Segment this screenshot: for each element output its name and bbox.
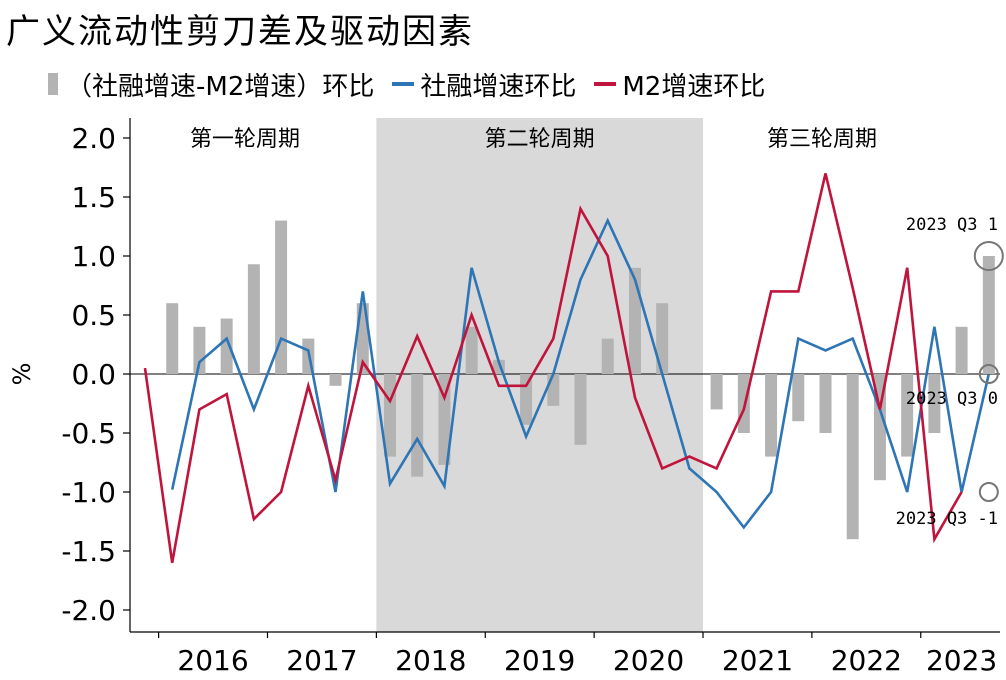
bar-2016Q1 [166, 303, 179, 374]
annotation-marker [973, 241, 1004, 271]
legend-item-line2: M2增速环比 [594, 66, 765, 103]
bar-2018Q3 [438, 374, 451, 465]
bar-2017Q3 [329, 374, 342, 386]
legend-swatch-line1 [392, 82, 415, 86]
annotation-label: 2023 Q3 -1 [896, 509, 998, 529]
bar-2018Q4 [465, 326, 478, 374]
x-tick-label: 2017 [286, 644, 357, 677]
legend-item-line1: 社融增速环比 [392, 66, 576, 103]
bar-2020Q1 [601, 338, 614, 374]
series-line-m2 [143, 173, 963, 564]
legend-label-line2: M2增速环比 [622, 71, 766, 102]
bar-2020Q3 [656, 303, 669, 374]
bar-2021Q4 [792, 374, 805, 422]
bar-2016Q4 [247, 264, 260, 374]
y-tick-label: 0.5 [71, 299, 116, 332]
annotation-label: 2023 Q3 1 [906, 215, 998, 235]
legend-swatch-line2 [594, 82, 617, 86]
bar-2019Q4 [574, 374, 587, 445]
bar-2019Q3 [547, 374, 560, 406]
y-axis-label: % [8, 363, 36, 386]
legend-label-bar: （社融增速-M2增速）环比 [66, 71, 375, 102]
y-tick-label: -1.5 [61, 535, 116, 568]
legend-label-line1: 社融增速环比 [420, 71, 577, 102]
bar-2017Q1 [275, 220, 288, 374]
x-tick-label: 2022 [831, 644, 902, 677]
y-tick-label: 2.0 [71, 122, 116, 155]
annotation-label: 2023 Q3 0 [906, 389, 998, 409]
annotation-marker [978, 364, 999, 384]
y-tick-label: -2.0 [61, 594, 116, 627]
annotation-marker [978, 482, 999, 502]
bar-2021Q3 [765, 374, 778, 457]
cycle-label-1: 第一轮周期 [190, 127, 300, 152]
y-tick-label: 1.0 [71, 240, 116, 273]
shaded-cycle-region [376, 118, 704, 632]
y-tick-label: -0.5 [61, 417, 116, 450]
bar-2022Q2 [846, 374, 859, 540]
legend-item-bar: （社融增速-M2增速）环比 [48, 66, 374, 103]
bar-2022Q1 [819, 374, 832, 433]
series-line-shrz [170, 217, 991, 530]
page-title: 广义流动性剪刀差及驱动因素 [6, 12, 474, 52]
x-tick-label: 2016 [177, 644, 248, 677]
y-tick-label: 1.5 [71, 181, 116, 214]
legend-swatch-bar [48, 73, 58, 95]
cycle-label-2: 第二轮周期 [485, 127, 595, 152]
bar-2018Q1 [383, 374, 396, 457]
bar-2022Q4 [901, 374, 914, 457]
bar-2023Q3 [982, 256, 995, 374]
bar-2018Q2 [411, 374, 424, 477]
bar-2023Q1 [928, 374, 941, 433]
bar-2023Q2 [955, 326, 968, 374]
x-tick-label: 2023 [926, 644, 997, 677]
y-tick-label: -1.0 [61, 476, 116, 509]
y-tick-label: 0.0 [71, 358, 116, 391]
bar-2019Q2 [520, 374, 533, 425]
legend: （社融增速-M2增速）环比 社融增速环比 M2增速环比 [48, 64, 783, 104]
x-tick-label: 2019 [504, 644, 575, 677]
bar-2021Q1 [710, 374, 723, 410]
bar-2016Q2 [193, 326, 206, 374]
x-tick-label: 2021 [722, 644, 793, 677]
x-tick-label: 2018 [395, 644, 466, 677]
bar-2016Q3 [220, 318, 233, 374]
x-tick-label: 2020 [613, 644, 684, 677]
cycle-label-3: 第三轮周期 [767, 127, 877, 152]
